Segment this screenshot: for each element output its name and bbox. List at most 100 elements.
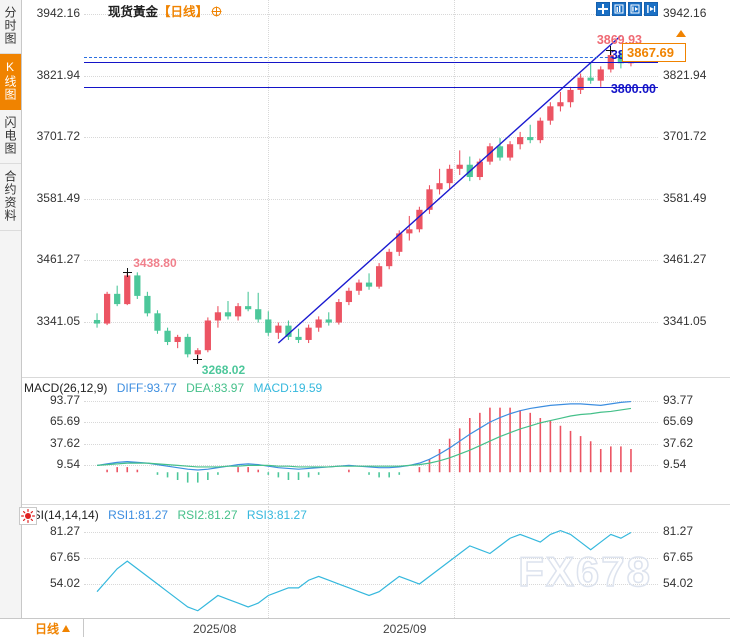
price-axis-label-right: 3341.05 [663, 314, 707, 328]
sun-settings-icon[interactable] [19, 507, 37, 525]
price-axis-label-right: 3581.49 [663, 190, 707, 205]
price-axis-label-left: 3461.27 [36, 252, 80, 267]
chart-frame-right-icon[interactable] [628, 2, 642, 16]
current-price-value: 3867.69 [627, 45, 674, 61]
period-selector-button[interactable]: 日线 [22, 619, 84, 637]
sidebar-item-intraday[interactable]: 分时图 [0, 0, 21, 54]
reference-line-support-solid-3800[interactable] [84, 86, 658, 88]
macd-name: MACD(26,12,9) [24, 381, 108, 395]
chart-toolbar [596, 2, 658, 16]
price-axis-label-right: 3461.27 [663, 252, 707, 267]
macd-gridline [84, 401, 658, 402]
chart-shift-right-icon[interactable] [644, 2, 658, 16]
price-gridline [84, 137, 658, 139]
left-tab-rail: 分时图 K线图 闪电图 合约资料 [0, 0, 22, 618]
macd-gridline [84, 422, 658, 424]
macd-axis-label-right: 93.77 [663, 393, 694, 407]
price-axis-label-left: 3341.05 [36, 314, 80, 328]
swing-marker-cross [122, 267, 132, 277]
rsi-axis-label-right: 54.02 [663, 576, 694, 590]
price-gridline [84, 198, 658, 200]
rsi3-value: RSI3:81.27 [246, 508, 307, 522]
price-axis-label-right: 3942.16 [663, 6, 707, 20]
time-gridline [454, 0, 456, 377]
price-axis-label-left: 3821.94 [36, 67, 80, 82]
rsi-gridline [84, 532, 658, 533]
price-axis-label-right: 3821.94 [663, 67, 707, 82]
time-gridline [267, 0, 269, 377]
symbol-name: 现货黃金 [108, 5, 159, 19]
price-gridline [84, 14, 658, 15]
macd-axis-label-left: 65.69 [49, 414, 80, 429]
price-gridline [84, 260, 658, 262]
swing-high-label: 3438.80 [133, 256, 177, 271]
period-label: 【日线】 [158, 5, 209, 19]
rsi-legend: RSI(14,14,14) RSI1:81.27 RSI2:81.27 RSI3… [24, 508, 307, 522]
sidebar-item-lightning[interactable]: 闪电图 [0, 110, 21, 164]
price-gridline [84, 75, 658, 77]
macd-panel[interactable]: MACD(26,12,9) DIFF:93.77 DEA:83.97 MACD:… [22, 379, 730, 504]
time-gridline [454, 379, 456, 504]
rsi-plot[interactable]: 81.27 81.27 67.65 67.65 54.02 54.02 [50, 506, 693, 618]
rsi-axis-label-left: 54.02 [49, 576, 80, 590]
macd-dea-value: DEA:83.97 [186, 381, 245, 395]
macd-macd-value: MACD:19.59 [253, 381, 323, 395]
sidebar-item-contract[interactable]: 合约资料 [0, 164, 21, 231]
macd-axis-label-left: 37.62 [49, 435, 80, 450]
macd-axis-label-left: 9.54 [56, 457, 80, 471]
macd-gridline [84, 465, 658, 466]
macd-axis-label-left: 93.77 [49, 393, 80, 407]
swing-marker-cross [193, 354, 203, 364]
rsi2-value: RSI2:81.27 [177, 508, 238, 522]
panel-divider-2 [22, 504, 730, 505]
time-gridline [454, 506, 456, 618]
macd-diff-value: DIFF:93.77 [116, 381, 177, 395]
price-axis-label-left: 3581.49 [36, 190, 80, 205]
crosshair-circle-icon[interactable] [211, 6, 222, 17]
chart-canvas-area[interactable]: 现货黃金【日线】 [22, 0, 730, 618]
time-gridline [267, 506, 269, 618]
rsi-gridline [84, 557, 658, 559]
macd-axis-label-right: 9.54 [663, 457, 687, 471]
move-arrows-icon[interactable] [596, 2, 610, 16]
macd-plot[interactable]: 93.77 93.77 65.69 65.69 37.62 37.62 9.54 9.54 [50, 379, 693, 504]
price-axis-label-left: 3942.16 [36, 6, 80, 20]
reference-line-resistance-dashed-3850[interactable] [84, 56, 658, 58]
reference-line-resistance-solid-3850[interactable] [84, 61, 658, 63]
swing-low-label: 3268.02 [201, 363, 246, 378]
period-selector-label: 日线 [34, 621, 59, 636]
price-plot[interactable]: 3942.16 3942.16 3821.94 3821.94 3701.72 3701.… [37, 0, 706, 378]
triangle-up-icon [62, 624, 70, 632]
recent-high-marker-cross [606, 46, 616, 56]
macd-series [96, 400, 632, 483]
rsi-name: RSI(14,14,14) [24, 508, 99, 522]
price-gridline [84, 322, 658, 323]
rsi1-value: RSI1:81.27 [108, 508, 169, 522]
macd-gridline [84, 443, 658, 445]
panel-divider-1 [22, 377, 730, 378]
price-axis-label-right: 3701.72 [663, 129, 707, 144]
price-axis-label-left: 3701.72 [36, 129, 80, 144]
macd-axis-label-right: 37.62 [663, 435, 694, 450]
current-price-marker[interactable]: 3867.69 [622, 43, 686, 63]
chart-frame-left-icon[interactable] [612, 2, 626, 16]
reference-line-label: 3800.00 [610, 81, 656, 96]
rsi-gridline [84, 584, 658, 585]
date-tick-1: 2025/09 [383, 622, 427, 636]
rsi-axis-label-right: 67.65 [663, 549, 694, 564]
time-gridline [267, 379, 269, 504]
rsi-axis-label-left: 81.27 [49, 524, 80, 538]
chart-title: 现货黃金【日线】 [108, 1, 222, 20]
rsi-axis-label-left: 67.65 [49, 549, 80, 564]
macd-axis-label-right: 65.69 [663, 414, 694, 429]
bottom-bar: 日线 2025/08 2025/09 [0, 618, 730, 637]
rsi-axis-label-right: 81.27 [663, 524, 694, 538]
rsi-series [96, 529, 632, 612]
rsi-panel[interactable]: RSI(14,14,14) RSI1:81.27 RSI2:81.27 RSI3… [22, 506, 730, 618]
price-panel[interactable]: 3942.16 3942.16 3821.94 3821.94 3701.72 3701.… [22, 0, 730, 377]
sidebar-item-kline[interactable]: K线图 [0, 54, 21, 110]
price-up-arrow-icon [676, 30, 686, 38]
macd-legend: MACD(26,12,9) DIFF:93.77 DEA:83.97 MACD:… [24, 381, 322, 395]
date-tick-0: 2025/08 [193, 622, 237, 636]
